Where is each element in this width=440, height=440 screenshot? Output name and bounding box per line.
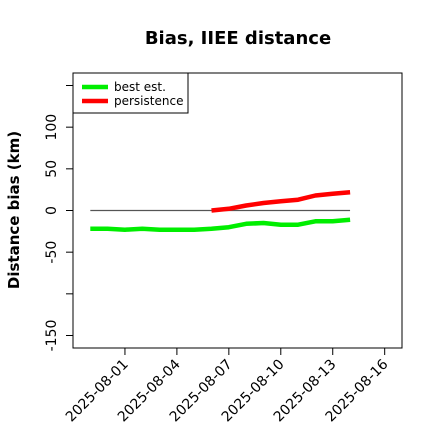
axes: 2025-08-012025-08-042025-08-072025-08-10… bbox=[44, 85, 392, 425]
chart-title: Bias, IIEE distance bbox=[145, 28, 331, 49]
y-tick-label: -50 bbox=[44, 241, 60, 264]
legend-box bbox=[72, 72, 189, 114]
y-tick-label: -150 bbox=[44, 320, 60, 352]
legend-label: persistence bbox=[114, 94, 183, 108]
legend: best est.persistence bbox=[72, 72, 189, 114]
series-line-best-est bbox=[90, 217, 351, 232]
legend-label: best est. bbox=[114, 80, 166, 94]
y-tick-label: 0 bbox=[44, 206, 60, 215]
series-line-persistence bbox=[211, 189, 351, 213]
series-lines bbox=[90, 189, 351, 232]
y-tick-label: 100 bbox=[44, 114, 60, 141]
y-axis-label: Distance bias (km) bbox=[5, 131, 23, 289]
y-tick-label: 50 bbox=[44, 160, 60, 178]
